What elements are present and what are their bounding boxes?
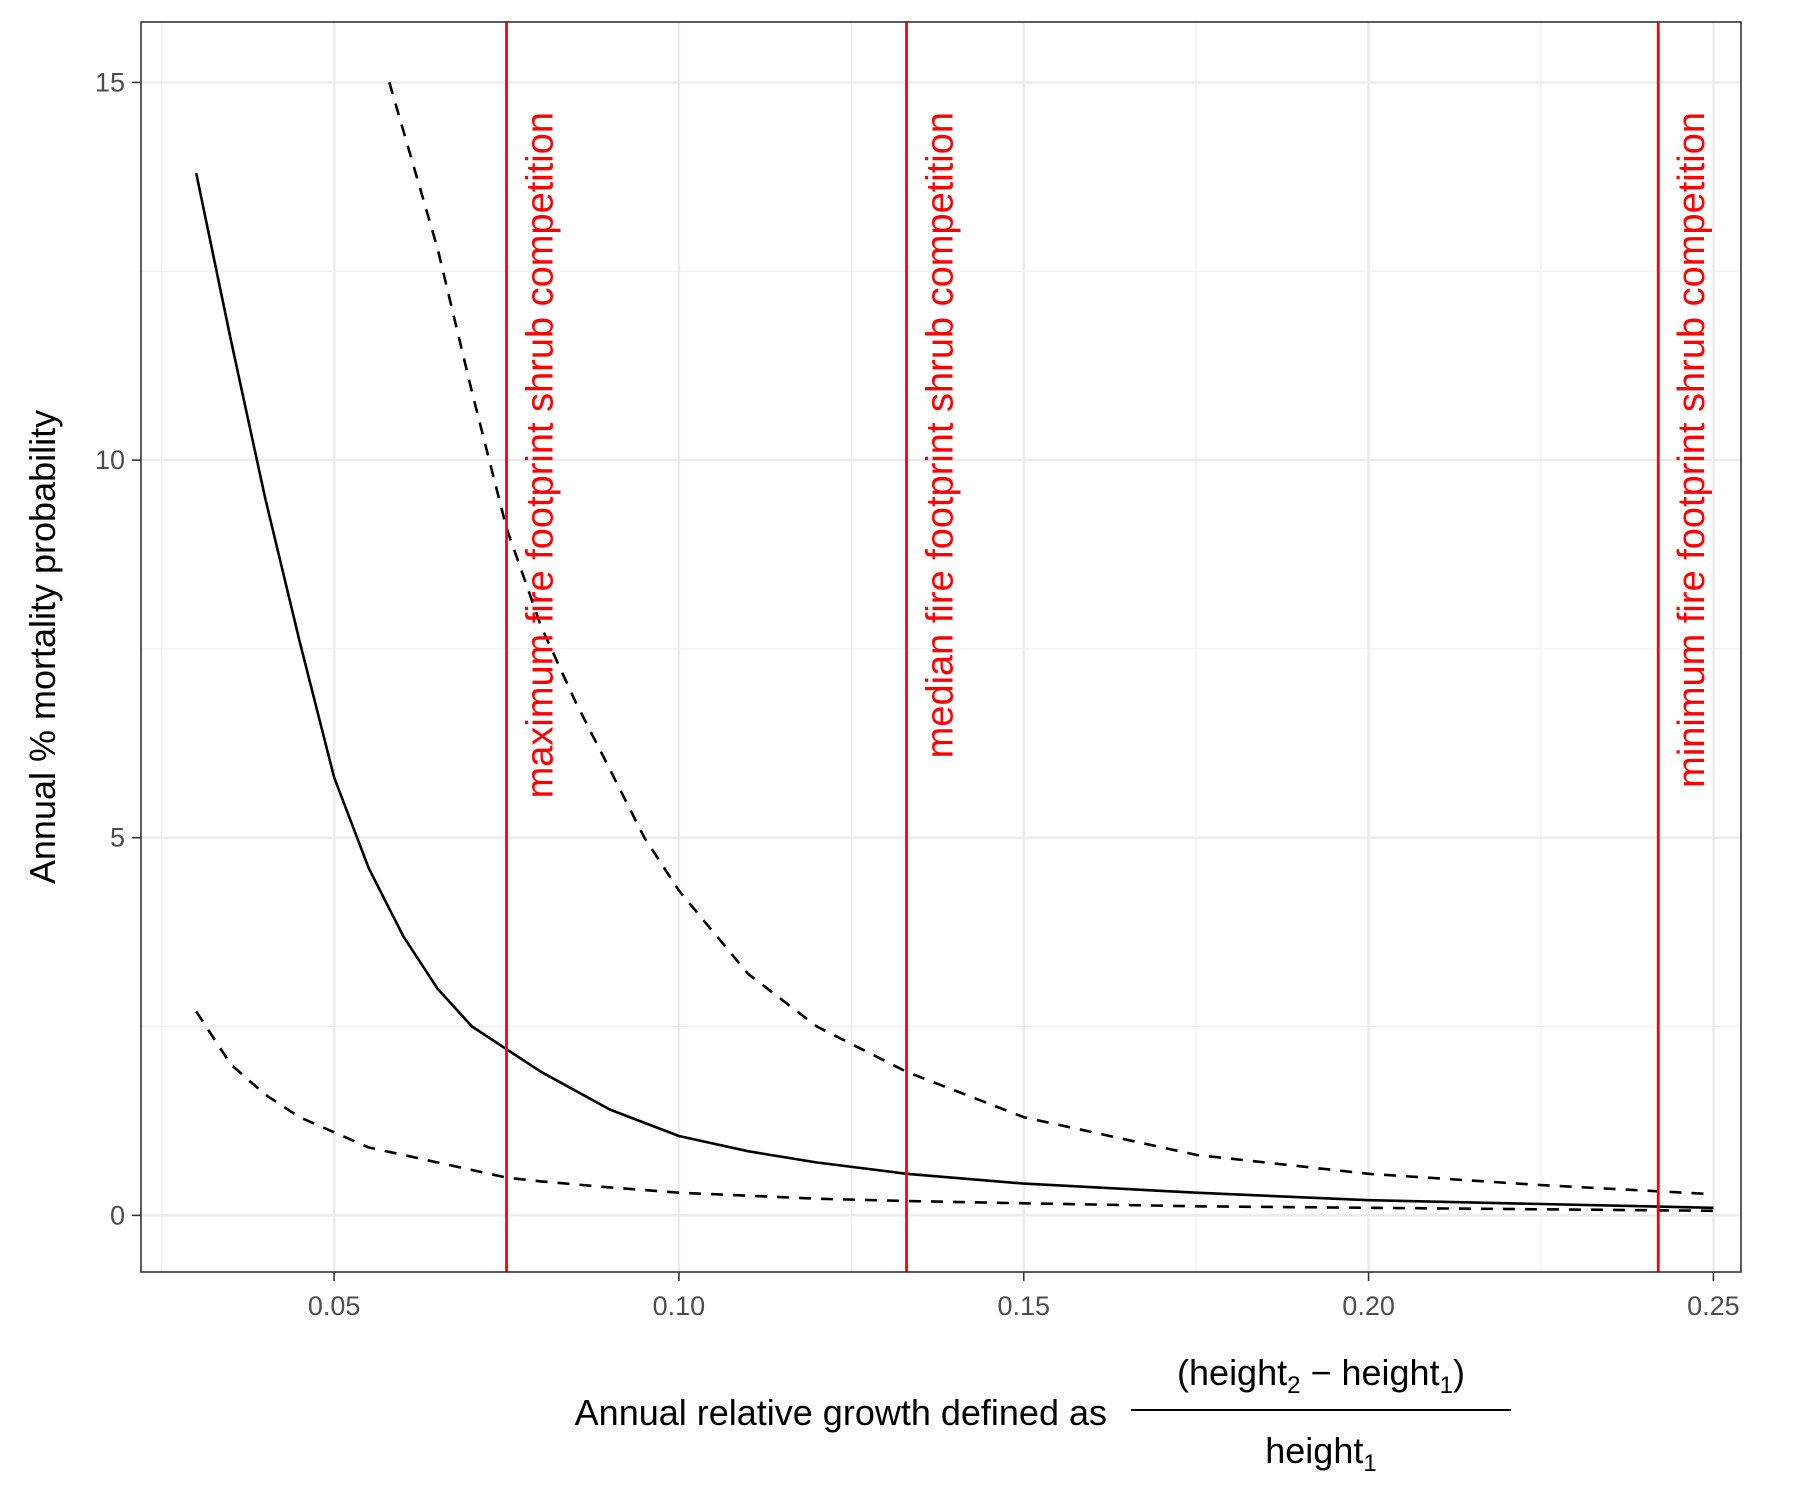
y-axis-title: Annual % mortality probability <box>22 410 63 884</box>
reference-lines: maximum fire footprint shrub competition… <box>505 22 1713 1272</box>
reference-line-label-2: median fire footprint shrub competition <box>920 112 962 758</box>
x-axis: 0.05 0.10 0.15 0.20 0.25 <box>308 1272 1740 1321</box>
numerator-open: (height <box>1177 1352 1287 1393</box>
y-tick-label: 15 <box>95 67 125 97</box>
numerator-sub-1: 1 <box>1440 1372 1453 1399</box>
series-line-2-dashed <box>388 82 1714 1196</box>
plot-border <box>140 21 1742 1273</box>
series-line-1-solid <box>194 172 1714 1210</box>
reference-line-label-1: maximum fire footprint shrub competition <box>520 112 562 798</box>
series-layer <box>194 82 1714 1213</box>
x-tick-label: 0.25 <box>1687 1291 1740 1321</box>
denominator-sub-1: 1 <box>1363 1450 1376 1477</box>
series-line-3-dashed <box>195 1010 1714 1213</box>
numerator-close: ) <box>1453 1352 1465 1393</box>
x-tick-label: 0.05 <box>308 1291 361 1321</box>
x-tick-label: 0.20 <box>1342 1291 1395 1321</box>
x-axis-title-numerator: (height2 − height1) <box>1177 1352 1465 1399</box>
reference-line-label-3: minimum fire footprint shrub competition <box>1671 112 1713 788</box>
x-axis-title-denominator: height1 <box>1265 1430 1376 1477</box>
numerator-sub-2: 2 <box>1287 1372 1300 1399</box>
x-axis-title-prefix: Annual relative growth defined as <box>575 1392 1107 1433</box>
x-axis-title: Annual relative growth defined as (heigh… <box>575 1352 1511 1477</box>
numerator-minus: − height <box>1300 1352 1439 1393</box>
plot-background <box>141 22 1741 1272</box>
x-tick-label: 0.15 <box>997 1291 1050 1321</box>
y-axis: 0 5 10 15 <box>95 67 141 1230</box>
denominator-text: height <box>1265 1430 1363 1471</box>
y-tick-label: 5 <box>110 823 125 853</box>
x-tick-label: 0.10 <box>653 1291 706 1321</box>
y-tick-label: 10 <box>95 445 125 475</box>
grid-major <box>141 22 1741 1272</box>
y-tick-label: 0 <box>110 1200 125 1230</box>
